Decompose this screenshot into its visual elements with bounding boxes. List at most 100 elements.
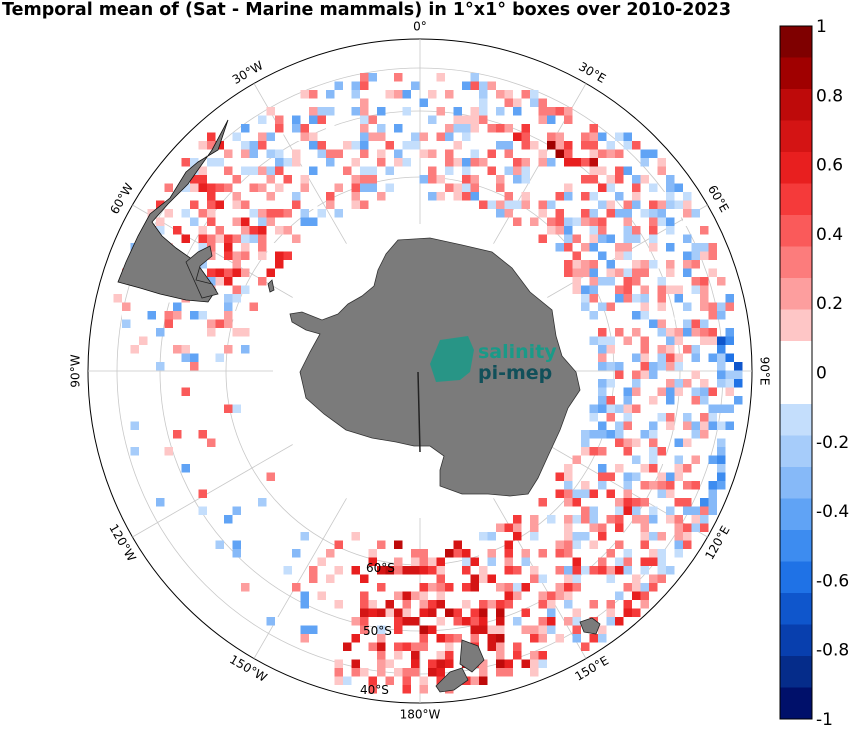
- data-box: [504, 591, 513, 600]
- data-box: [419, 549, 428, 558]
- data-box: [632, 455, 641, 464]
- data-box: [326, 192, 335, 201]
- data-box: [487, 200, 496, 209]
- data-box: [632, 608, 641, 617]
- data-box: [453, 608, 462, 617]
- data-box: [360, 115, 369, 124]
- data-box: [283, 124, 292, 133]
- data-box: [632, 260, 641, 269]
- data-box: [581, 141, 590, 150]
- data-box: [598, 634, 607, 643]
- colorbar-swatch: [780, 435, 812, 468]
- data-box: [377, 132, 386, 141]
- data-box: [623, 268, 632, 277]
- data-box: [649, 430, 658, 439]
- data-box: [564, 183, 573, 192]
- data-box: [623, 251, 632, 260]
- data-box: [266, 107, 275, 116]
- data-box: [615, 532, 624, 541]
- data-box: [198, 260, 207, 269]
- data-box: [385, 659, 394, 668]
- data-box: [589, 540, 598, 549]
- data-box: [717, 362, 726, 371]
- data-box: [156, 217, 165, 226]
- data-box: [640, 311, 649, 320]
- data-box: [649, 421, 658, 430]
- data-box: [657, 302, 666, 311]
- data-box: [190, 353, 199, 362]
- data-box: [496, 583, 505, 592]
- data-box: [181, 345, 190, 354]
- data-box: [691, 268, 700, 277]
- data-box: [572, 515, 581, 524]
- data-box: [351, 634, 360, 643]
- data-box: [708, 328, 717, 337]
- data-box: [394, 540, 403, 549]
- data-box: [538, 591, 547, 600]
- data-box: [198, 234, 207, 243]
- data-box: [598, 217, 607, 226]
- data-box: [606, 574, 615, 583]
- data-box: [615, 379, 624, 388]
- data-box: [207, 141, 216, 150]
- data-box: [496, 141, 505, 150]
- data-box: [402, 107, 411, 116]
- data-box: [462, 166, 471, 175]
- data-box: [530, 98, 539, 107]
- data-box: [632, 311, 641, 320]
- data-box: [394, 149, 403, 158]
- data-box: [564, 209, 573, 218]
- data-box: [402, 608, 411, 617]
- data-box: [606, 141, 615, 150]
- data-box: [623, 387, 632, 396]
- data-box: [700, 251, 709, 260]
- data-box: [640, 294, 649, 303]
- data-box: [402, 141, 411, 150]
- data-box: [445, 149, 454, 158]
- data-box: [462, 192, 471, 201]
- data-box: [411, 132, 420, 141]
- data-box: [334, 659, 343, 668]
- data-box: [632, 192, 641, 201]
- data-box: [555, 549, 564, 558]
- data-box: [521, 200, 530, 209]
- data-box: [275, 251, 284, 260]
- data-box: [640, 209, 649, 218]
- data-box: [453, 634, 462, 643]
- data-box: [198, 506, 207, 515]
- data-box: [334, 149, 343, 158]
- data-box: [632, 200, 641, 209]
- data-box: [725, 387, 734, 396]
- data-box: [232, 200, 241, 209]
- data-box: [657, 200, 666, 209]
- data-box: [674, 498, 683, 507]
- data-box: [198, 489, 207, 498]
- data-box: [258, 277, 267, 286]
- data-box: [224, 294, 233, 303]
- data-box: [300, 217, 309, 226]
- data-box: [487, 625, 496, 634]
- data-box: [598, 557, 607, 566]
- data-box: [530, 659, 539, 668]
- data-box: [377, 192, 386, 201]
- data-box: [428, 608, 437, 617]
- data-box: [555, 583, 564, 592]
- data-box: [241, 192, 250, 201]
- data-box: [351, 158, 360, 167]
- data-box: [232, 234, 241, 243]
- data-box: [462, 549, 471, 558]
- data-box: [394, 608, 403, 617]
- data-box: [572, 532, 581, 541]
- data-box: [445, 608, 454, 617]
- data-box: [649, 319, 658, 328]
- data-box: [326, 200, 335, 209]
- data-box: [674, 455, 683, 464]
- data-box: [691, 243, 700, 252]
- data-box: [674, 532, 683, 541]
- data-box: [581, 209, 590, 218]
- data-box: [581, 600, 590, 609]
- data-box: [691, 455, 700, 464]
- data-box: [606, 149, 615, 158]
- data-box: [479, 668, 488, 677]
- colorbar-swatch: [780, 309, 812, 342]
